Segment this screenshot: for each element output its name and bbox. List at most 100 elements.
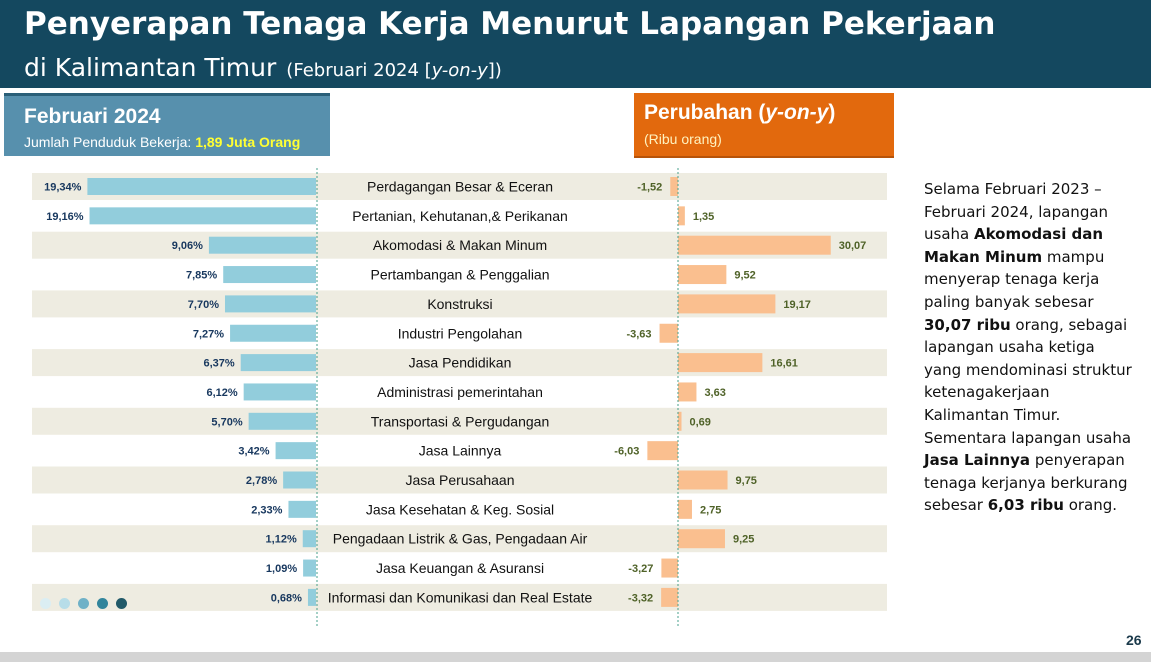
title-banner: Penyerapan Tenaga Kerja Menurut Lapangan…: [0, 0, 1151, 88]
decor-dot: [97, 598, 108, 609]
decor-dot: [116, 598, 127, 609]
change-bar: [678, 529, 725, 549]
category-label: Industri Pengolahan: [398, 325, 523, 341]
page-number: 26: [1126, 632, 1142, 648]
category-label: Administrasi pemerintahan: [377, 384, 543, 400]
share-bar: [223, 266, 316, 284]
right-panel-title: Perubahan (y-on-y): [644, 101, 836, 124]
share-value-label: 7,70%: [188, 299, 219, 311]
change-bar: [678, 206, 685, 226]
narrative-text: Selama Februari 2023 – Februari 2024, la…: [924, 180, 1132, 515]
change-bar: [678, 470, 728, 490]
share-bar: [243, 383, 316, 401]
share-value-label: 19,34%: [44, 182, 82, 194]
workforce-total-value: 1,89 Juta Orang: [195, 134, 301, 150]
change-value-label: 0,69: [690, 416, 711, 428]
change-value-label: -3,63: [626, 328, 651, 340]
change-bar: [647, 441, 678, 461]
category-label: Jasa Lainnya: [419, 443, 502, 459]
region-label: di Kalimantan Timur: [24, 53, 277, 82]
change-bar: [678, 294, 776, 314]
share-value-label: 7,27%: [193, 328, 224, 340]
change-bar: [678, 235, 831, 255]
share-value-label: 7,85%: [186, 270, 217, 282]
footer-strip: [0, 652, 1151, 662]
change-bar: [661, 558, 678, 578]
share-value-label: 1,09%: [266, 563, 297, 575]
row-band: [32, 407, 887, 435]
category-label: Informasi dan Komunikasi dan Real Estate: [328, 589, 593, 605]
share-bar: [275, 442, 316, 460]
share-bar: [303, 559, 316, 577]
change-bar: [678, 353, 763, 373]
category-label: Jasa Kesehatan & Keg. Sosial: [366, 501, 554, 517]
change-value-label: 1,35: [693, 211, 714, 223]
share-bar: [230, 324, 316, 342]
share-value-label: 2,78%: [246, 475, 277, 487]
change-value-label: -1,52: [637, 182, 662, 194]
decor-dot: [78, 598, 89, 609]
category-label: Pertambangan & Penggalian: [370, 267, 549, 283]
share-value-label: 9,06%: [172, 240, 203, 252]
left-panel-title: Februari 2024: [24, 105, 161, 128]
decor-dot: [59, 598, 70, 609]
change-bar: [678, 411, 682, 431]
category-label: Akomodasi & Makan Minum: [373, 237, 547, 253]
change-bar: [661, 587, 678, 607]
share-value-label: 2,33%: [251, 504, 282, 516]
change-bar: [670, 177, 678, 196]
share-bar: [208, 236, 316, 254]
change-value-label: 19,17: [783, 299, 811, 311]
right-panel-unit: (Ribu orang): [644, 131, 722, 147]
share-bar: [89, 207, 316, 225]
share-bar: [240, 354, 316, 372]
change-value-label: 2,75: [700, 504, 721, 516]
share-bar: [288, 500, 316, 518]
dual-bar-chart: 19,34% Perdagangan Besar & Eceran -1,52 19,…: [32, 168, 887, 628]
change-value-label: 9,75: [736, 475, 757, 487]
change-value-label: -3,27: [628, 563, 653, 575]
change-bar: [678, 499, 692, 519]
decorative-dots: [40, 598, 130, 610]
change-bar: [678, 265, 727, 285]
right-panel-header: Perubahan (y-on-y) (Ribu orang): [634, 93, 894, 158]
share-value-label: 5,70%: [211, 416, 242, 428]
share-bar: [224, 295, 316, 313]
category-label: Konstruksi: [427, 296, 492, 312]
change-value-label: -6,03: [614, 446, 639, 458]
change-value-label: 16,61: [770, 358, 798, 370]
change-value-label: 3,63: [704, 387, 725, 399]
category-label: Transportasi & Pergudangan: [371, 413, 549, 429]
share-bar: [283, 471, 316, 489]
share-bar: [248, 412, 316, 430]
change-value-label: 9,52: [734, 270, 755, 282]
row-band: [32, 525, 887, 553]
share-bar: [87, 178, 316, 195]
category-label: Jasa Pendidikan: [409, 355, 512, 371]
share-value-label: 1,12%: [266, 534, 297, 546]
share-value-label: 6,12%: [206, 387, 237, 399]
row-band: [32, 466, 887, 494]
change-bar: [659, 323, 678, 343]
category-label: Jasa Perusahaan: [406, 472, 515, 488]
decor-dot: [40, 598, 51, 609]
category-label: Perdagangan Besar & Eceran: [367, 179, 553, 195]
change-bar: [678, 382, 697, 402]
category-label: Pertanian, Kehutanan,& Perikanan: [352, 208, 568, 224]
change-value-label: 30,07: [839, 240, 867, 252]
share-value-label: 0,68%: [271, 592, 302, 604]
page-title: Penyerapan Tenaga Kerja Menurut Lapangan…: [24, 6, 996, 42]
change-value-label: -3,32: [628, 592, 653, 604]
share-bar: [302, 530, 316, 548]
left-panel-header: Februari 2024 Jumlah Penduduk Bekerja: 1…: [4, 93, 330, 156]
share-bar: [307, 588, 316, 606]
share-value-label: 19,16%: [46, 211, 84, 223]
category-label: Pengadaan Listrik & Gas, Pengadaan Air: [333, 531, 588, 547]
page-subtitle: di Kalimantan Timur (Februari 2024 [y-on-…: [24, 53, 502, 82]
change-value-label: 9,25: [733, 534, 754, 546]
workforce-total: Jumlah Penduduk Bekerja: 1,89 Juta Orang: [24, 134, 301, 150]
category-label: Jasa Keuangan & Asuransi: [376, 560, 544, 576]
share-value-label: 6,37%: [204, 358, 235, 370]
row-band: [32, 583, 887, 611]
period-label: (Februari 2024 [y-on-y]): [286, 60, 502, 81]
